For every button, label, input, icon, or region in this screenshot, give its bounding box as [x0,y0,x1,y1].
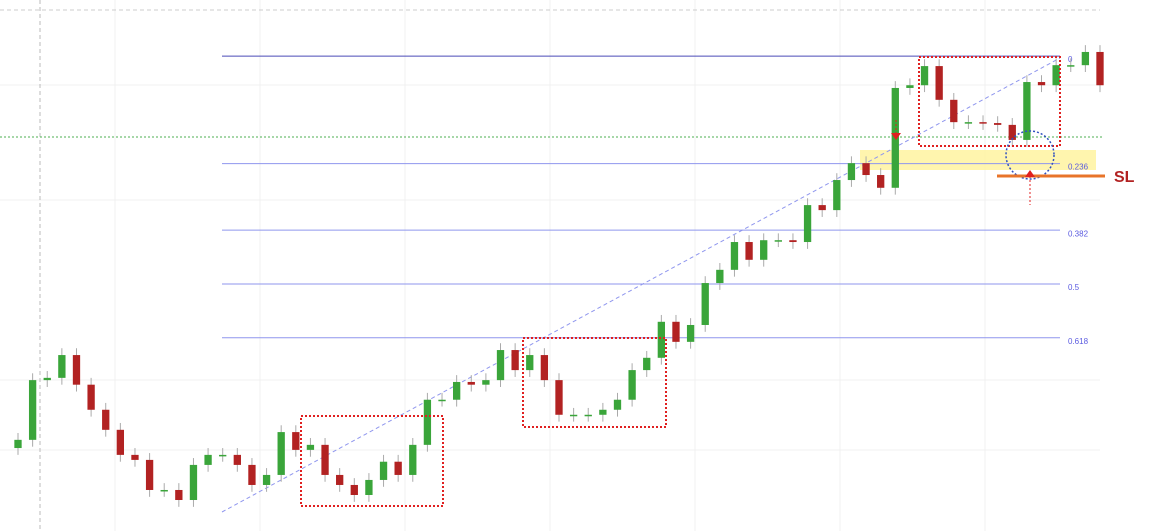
candle-body [745,242,753,260]
candle-body [321,444,329,475]
candle-body [72,355,81,385]
candle-body [336,474,344,485]
candle-body [584,414,592,417]
candle-body [964,122,973,124]
zone-highlight [860,150,1096,170]
candle-body [145,459,154,490]
candle-body [862,163,870,176]
candle-body [102,409,110,430]
candle-body [599,409,607,415]
candle-body [28,380,37,440]
candle-body [993,123,1002,125]
candle-body [730,242,739,270]
candle-body [14,439,22,449]
highlight-circle [1005,130,1055,180]
candle-body [555,380,563,415]
candle-body [365,479,373,495]
candle-body [613,399,622,410]
candle-body [701,283,709,325]
candle-body [1096,51,1104,86]
sl-label: SL [1114,169,1135,186]
candle-body [189,464,198,501]
arrows [891,120,1035,205]
background-grid [0,0,1100,531]
candle-body [716,269,724,284]
candle-body [87,384,95,410]
candle-body [774,240,782,242]
candle-body [262,474,271,485]
candle-body [935,66,943,100]
candle-body [920,66,929,86]
candle-body [496,350,505,381]
candle-body [438,399,446,402]
candle-body [1081,51,1090,66]
candle-body [1067,65,1075,67]
candle-body [906,85,914,88]
candle-body [1008,124,1016,140]
candle-body [43,377,51,381]
candle-body [979,122,987,124]
candle-body [394,461,402,475]
candle-body [306,444,315,450]
candle-body [292,432,300,450]
candle-body [877,175,885,188]
candle-body [482,380,490,385]
fib-level-label: 0.5 [1068,283,1080,292]
candle-body [409,444,417,475]
candle-body [789,240,797,243]
fib-level-label: 0.236 [1068,163,1089,172]
candle-body [58,355,66,378]
candle-body [818,205,826,211]
candle-body [175,489,183,501]
candle-body [379,461,388,480]
candle-body [657,321,666,358]
fib-trend-line [221,57,1061,513]
candle-body [833,180,841,211]
candle-body [350,484,358,495]
pattern-boxes [300,56,1061,507]
candle-body [1037,82,1046,86]
candle-body [204,454,212,465]
candle-body [116,429,125,455]
candle-body [686,324,695,342]
candle-body [160,489,168,492]
candle-body [1052,65,1060,86]
candle-body [847,163,856,181]
candle-body [569,414,578,417]
candle-body [526,355,534,371]
candle-body [219,454,227,457]
candle-body [672,321,680,342]
candle-body [511,350,519,371]
candle-body [950,99,958,123]
candle-body [248,464,256,485]
candle-body [131,454,139,460]
fib-level-label: 0.382 [1068,229,1089,238]
fib-level-label: 0.618 [1068,337,1089,346]
candle-body [452,381,461,400]
candle-body [803,205,812,243]
candle-body [233,454,241,465]
candle-body [467,381,475,385]
candle-body [628,370,636,400]
candle-body [1023,82,1031,140]
candle-body [423,399,432,445]
candle-body [643,357,651,371]
candle-body [760,240,768,260]
candle-body [277,432,285,475]
candle-body [540,355,549,381]
